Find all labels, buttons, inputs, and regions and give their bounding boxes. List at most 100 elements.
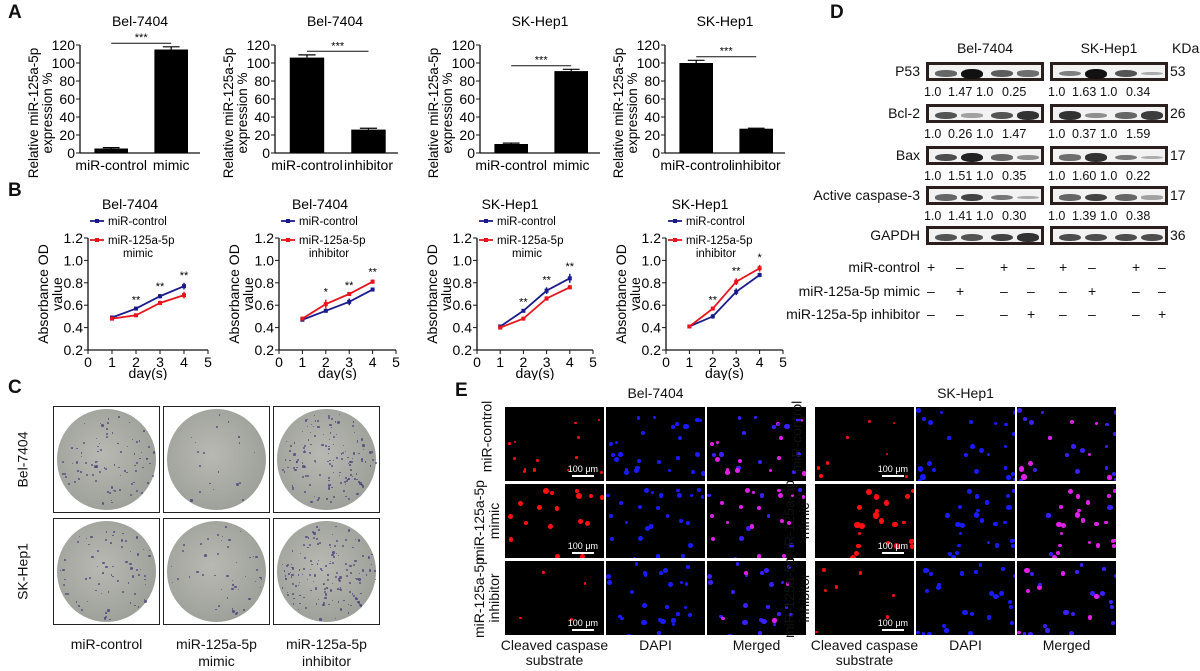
y-tick-label: 100 xyxy=(52,55,76,71)
y-axis-label: Relative miR-125a-5pexpression % xyxy=(26,48,55,179)
colony-dot xyxy=(328,448,330,450)
x-axis-label: day(s) xyxy=(705,365,744,380)
colony-dot xyxy=(347,603,349,605)
cell-nucleus xyxy=(641,620,647,626)
colony-dot xyxy=(291,563,293,565)
colony-dot xyxy=(297,574,300,576)
cell-nucleus xyxy=(1021,474,1027,480)
fluorescence-column-label: Merged xyxy=(1042,637,1091,653)
colony-dot xyxy=(94,589,97,592)
legend-label: miR-125a-5p xyxy=(686,235,752,247)
cell-nucleus xyxy=(574,421,578,425)
colony-dot xyxy=(122,591,124,593)
fluorescence-row-label: miR-125a-5p mimic xyxy=(781,480,812,561)
cell-nucleus xyxy=(655,506,660,511)
dapi-image xyxy=(606,407,705,481)
legend-label: miR-control xyxy=(497,216,556,228)
colony-dot xyxy=(303,543,306,546)
colony-dot xyxy=(337,588,339,590)
colony-dot xyxy=(303,556,306,559)
bar xyxy=(494,144,528,153)
bar xyxy=(94,148,128,153)
cell-nucleus xyxy=(1055,550,1061,556)
cell-nucleus xyxy=(1095,421,1099,425)
colony-dot xyxy=(328,414,331,417)
colony-dot xyxy=(296,458,299,461)
colony-dot xyxy=(335,575,338,578)
colony-dot xyxy=(349,460,352,463)
colony-dot xyxy=(110,501,113,503)
bar xyxy=(679,63,713,153)
colony-dot xyxy=(88,543,90,546)
y-tick-label: 40 xyxy=(254,109,270,125)
colony-dot xyxy=(374,578,377,581)
colony-dot xyxy=(97,450,100,453)
cell-nucleus xyxy=(618,500,624,506)
colony-dot xyxy=(188,576,191,579)
condition-sign: – xyxy=(1088,259,1096,275)
cell-nucleus xyxy=(533,468,537,472)
condition-sign: – xyxy=(956,306,964,322)
colony-dot xyxy=(304,474,307,477)
cell-nucleus xyxy=(588,493,593,498)
cell-nucleus xyxy=(867,419,871,423)
cell-nucleus xyxy=(892,594,896,598)
y-tick-label: 0 xyxy=(262,145,270,161)
cell-nucleus xyxy=(790,493,795,498)
condition-sign: – xyxy=(1059,306,1067,322)
colony-dot xyxy=(315,603,317,605)
colony-dot xyxy=(95,465,98,468)
colony-dot xyxy=(298,569,300,571)
cell-nucleus xyxy=(736,465,741,471)
bar-chart-a2: Bel-7404 Relative miR-125a-5pexpression %… xyxy=(221,13,398,178)
cell-nucleus xyxy=(657,631,661,635)
cell-nucleus xyxy=(1089,590,1096,597)
band-quantification: 1.47 xyxy=(1002,127,1027,141)
colony-dot xyxy=(61,460,64,463)
cell-nucleus xyxy=(721,616,725,620)
cell-nucleus xyxy=(758,460,763,465)
band-quantification: 1.0 xyxy=(1048,209,1066,223)
x-tick-label: 1 xyxy=(108,354,116,370)
y-tick-label: 60 xyxy=(254,91,270,107)
protein-band xyxy=(991,70,1013,77)
colony-dot xyxy=(288,573,290,575)
condition-sign: – xyxy=(1027,259,1035,275)
series-line xyxy=(111,294,185,320)
colony-dot xyxy=(362,448,364,451)
colony-dot xyxy=(354,477,357,480)
protein-band xyxy=(1059,70,1081,77)
cell-nucleus xyxy=(707,493,711,498)
colony-dot xyxy=(304,465,307,468)
colony-dot xyxy=(122,533,124,535)
colony-dot xyxy=(240,531,242,533)
series-line xyxy=(688,267,761,328)
cell-nucleus xyxy=(637,416,641,420)
colony-dot xyxy=(361,483,363,485)
band-quantification: 1.0 xyxy=(924,127,942,141)
data-point xyxy=(158,300,162,305)
protein-band xyxy=(1085,68,1107,79)
band-quantification: 1.39 xyxy=(1072,209,1097,223)
cell-nucleus xyxy=(979,518,985,523)
colony-dot xyxy=(312,537,315,540)
band-quantification: 1.60 xyxy=(1072,169,1097,183)
cell-nucleus xyxy=(1109,605,1114,610)
cell-nucleus xyxy=(921,632,926,635)
cell-nucleus xyxy=(959,571,965,576)
colony-dot xyxy=(112,576,114,578)
colony-dot xyxy=(316,537,319,540)
cell-nucleus xyxy=(1011,432,1015,437)
colony-dot xyxy=(361,460,363,463)
colony-dot xyxy=(118,466,120,469)
cell-nucleus xyxy=(665,514,669,518)
cell-nucleus xyxy=(917,466,923,472)
colony-dot xyxy=(105,428,108,430)
legend-marker xyxy=(484,219,488,223)
condition-label: miR-125a-5p inhibitor xyxy=(786,306,920,322)
colony-dot xyxy=(254,581,257,583)
x-tick-label: 2 xyxy=(709,354,717,370)
cell-nucleus xyxy=(671,618,676,623)
colony-dot xyxy=(132,438,134,440)
x-tick-label: 0 xyxy=(84,354,92,370)
